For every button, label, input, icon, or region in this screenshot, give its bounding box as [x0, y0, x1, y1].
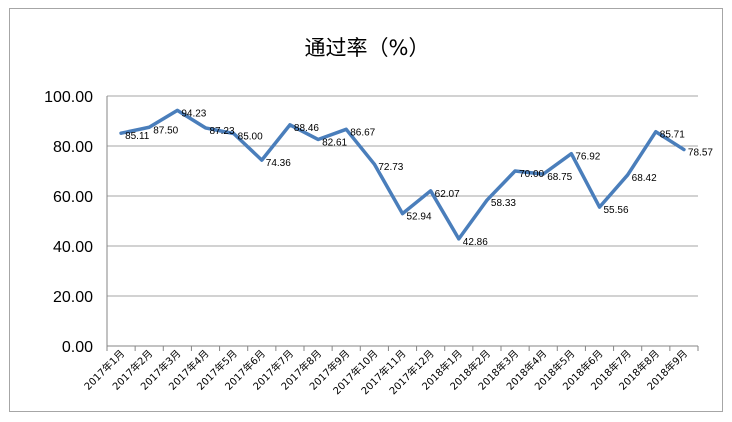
data-label: 87.23 — [210, 126, 235, 137]
data-label: 70.00 — [519, 169, 544, 180]
data-point — [485, 198, 489, 202]
data-point — [344, 127, 348, 131]
data-label: 85.00 — [238, 132, 263, 143]
data-label: 72.73 — [378, 162, 403, 173]
data-label: 82.61 — [322, 137, 347, 148]
y-tick-label: 40.00 — [53, 239, 93, 256]
data-point — [569, 152, 573, 156]
data-point — [598, 205, 601, 209]
data-label: 85.71 — [660, 130, 685, 141]
data-label: 62.07 — [435, 189, 460, 200]
data-label: 88.46 — [294, 123, 319, 134]
y-tick-label: 20.00 — [53, 289, 93, 306]
data-label: 58.33 — [491, 198, 516, 209]
data-label: 42.86 — [463, 237, 488, 248]
data-point — [175, 108, 179, 112]
data-label: 52.94 — [407, 212, 432, 223]
y-tick-label: 0.00 — [62, 339, 93, 356]
data-point — [119, 131, 123, 135]
y-tick-label: 80.00 — [53, 139, 93, 156]
data-label: 68.42 — [632, 173, 657, 184]
data-point — [541, 172, 545, 176]
line-chart: 通过率（%） 0.0020.0040.0060.0080.00100.00201… — [44, 36, 713, 397]
y-tick-label: 60.00 — [53, 189, 93, 206]
y-tick-label: 100.00 — [44, 89, 93, 106]
data-point — [372, 162, 376, 166]
chart-title: 通过率（%） — [305, 36, 430, 60]
data-label: 86.67 — [350, 127, 375, 138]
data-label: 76.92 — [575, 152, 600, 163]
data-label: 78.57 — [688, 148, 713, 159]
data-point — [457, 237, 461, 241]
data-point — [429, 189, 433, 193]
data-point — [401, 212, 404, 216]
data-label: 68.75 — [547, 172, 572, 183]
data-point — [288, 123, 292, 127]
data-point — [654, 130, 658, 134]
data-point — [316, 137, 320, 141]
chart-frame: 通过率（%） 0.00 20.00 40.00 60.00 80.00 100.00 201… — [9, 8, 723, 412]
data-point — [232, 132, 236, 135]
data-point — [260, 158, 264, 162]
data-label: 87.50 — [153, 125, 178, 136]
data-label: 74.36 — [266, 158, 291, 169]
series-line — [119, 108, 686, 241]
data-point — [147, 125, 151, 129]
data-label: 85.11 — [125, 131, 150, 142]
data-label: 94.23 — [181, 108, 206, 119]
data-point — [682, 148, 686, 152]
data-label: 55.56 — [604, 205, 629, 216]
data-point — [204, 126, 207, 130]
data-point — [513, 169, 517, 173]
data-point — [626, 173, 630, 177]
